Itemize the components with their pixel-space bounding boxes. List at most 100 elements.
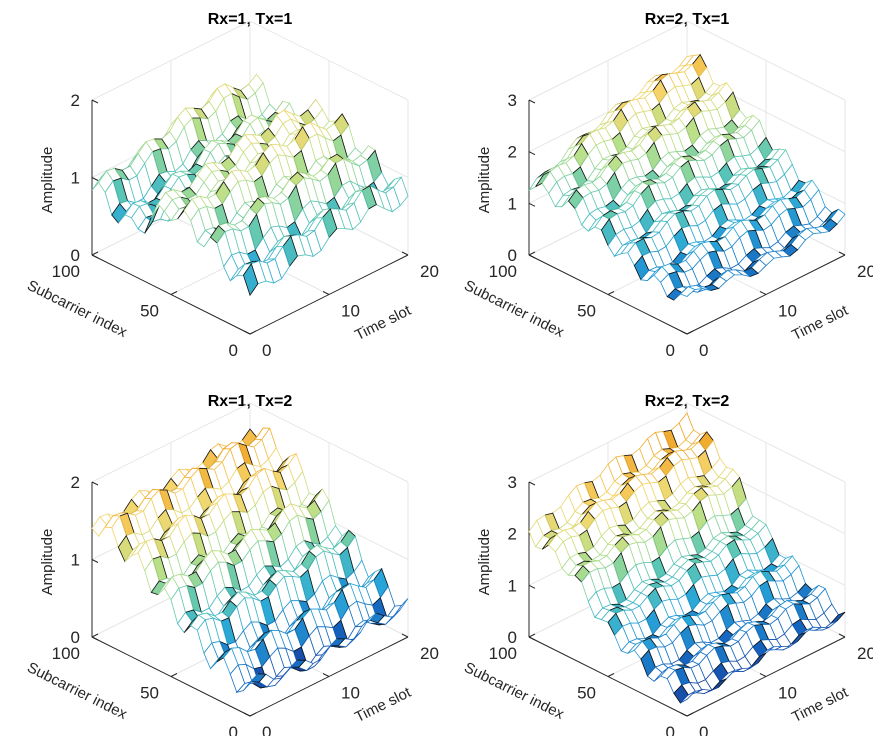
x-axis-label: Subcarrier index (461, 277, 567, 341)
y-tick (680, 330, 688, 335)
y-tick (243, 712, 251, 717)
z-tick (528, 151, 536, 156)
x-tick-label: 50 (140, 302, 159, 321)
z-axis-label: Amplitude (39, 147, 56, 214)
y-tick (759, 291, 767, 295)
x-tick-label: 50 (140, 684, 159, 703)
z-tick-label: 1 (71, 551, 80, 570)
surface-cell (243, 673, 259, 691)
x-axis-label: Subcarrier index (24, 277, 130, 341)
subplot-4: Rx=2, Tx=2012305010001020AmplitudeSubcar… (461, 393, 873, 736)
y-tick-label: 10 (778, 684, 797, 703)
z-tick-label: 2 (71, 473, 80, 492)
z-tick (528, 99, 536, 104)
x-tick-label: 50 (577, 684, 596, 703)
x-tick (607, 291, 615, 295)
y-tick (759, 673, 767, 677)
z-tick-label: 2 (71, 91, 80, 110)
surface-cell (680, 691, 696, 704)
x-axis-label: Subcarrier index (461, 659, 567, 723)
y-tick (838, 251, 846, 256)
subplot-title: Rx=1, Tx=1 (208, 11, 293, 28)
z-tick-label: 1 (508, 576, 517, 595)
z-tick (528, 254, 536, 259)
y-tick (243, 330, 251, 335)
z-axis-label: Amplitude (476, 529, 493, 596)
x-axis-label: Subcarrier index (24, 659, 130, 723)
x-tick (249, 712, 257, 717)
x-tick-label: 0 (229, 341, 238, 360)
z-tick (91, 254, 99, 259)
z-axis-label: Amplitude (39, 529, 56, 596)
z-tick-label: 0 (71, 246, 80, 265)
y-tick-label: 10 (341, 684, 360, 703)
y-axis-label: Time slot (352, 684, 414, 726)
x-tick (528, 251, 536, 256)
z-tick-label: 1 (71, 169, 80, 188)
y-tick (401, 633, 409, 638)
z-tick (91, 559, 99, 563)
y-tick (680, 712, 688, 717)
z-tick (91, 636, 99, 641)
z-tick (528, 481, 536, 486)
x-tick (170, 673, 178, 677)
surface-mesh (91, 73, 409, 297)
z-tick (528, 636, 536, 641)
x-tick-label: 0 (666, 341, 675, 360)
y-tick (322, 291, 330, 295)
y-tick-label: 0 (699, 341, 708, 360)
x-tick-label: 50 (577, 302, 596, 321)
subplot-1: Rx=1, Tx=101205010001020AmplitudeSubcarr… (24, 11, 439, 360)
z-tick (91, 481, 99, 486)
x-tick (170, 291, 178, 295)
subplot-3: Rx=1, Tx=201205010001020AmplitudeSubcarr… (24, 393, 439, 736)
z-tick-label: 2 (508, 525, 517, 544)
y-tick-label: 0 (262, 341, 271, 360)
y-tick-label: 20 (857, 644, 873, 663)
x-tick-label: 100 (489, 644, 517, 663)
z-tick (528, 584, 536, 589)
x-tick (607, 673, 615, 677)
surface-cell (242, 262, 259, 297)
y-tick (401, 251, 409, 256)
x-tick (91, 633, 99, 638)
z-tick-label: 2 (508, 143, 517, 162)
y-axis-label: Time slot (352, 302, 414, 344)
y-tick-label: 0 (699, 723, 708, 736)
y-tick-label: 10 (341, 302, 360, 321)
subplot-title: Rx=1, Tx=2 (208, 393, 293, 410)
x-tick-label: 0 (666, 723, 675, 736)
z-tick-label: 0 (71, 628, 80, 647)
x-tick-label: 100 (52, 262, 80, 281)
z-tick-label: 3 (508, 91, 517, 110)
x-tick-label: 0 (229, 723, 238, 736)
subplot-title: Rx=2, Tx=2 (645, 393, 730, 410)
y-tick-label: 10 (778, 302, 797, 321)
x-tick (249, 330, 257, 335)
z-tick-label: 1 (508, 194, 517, 213)
z-tick (528, 202, 536, 207)
subplot-2: Rx=2, Tx=1012305010001020AmplitudeSubcar… (461, 11, 873, 360)
y-axis-label: Time slot (789, 684, 851, 726)
surface-mesh (528, 412, 846, 704)
x-tick (686, 712, 694, 717)
z-tick (91, 177, 99, 181)
x-tick (686, 330, 694, 335)
y-tick (322, 673, 330, 677)
surface-mesh (91, 427, 409, 694)
x-tick-label: 100 (52, 644, 80, 663)
z-tick (91, 99, 99, 104)
subplot-title: Rx=2, Tx=1 (645, 11, 730, 28)
y-tick-label: 20 (420, 262, 439, 281)
z-tick-label: 3 (508, 473, 517, 492)
y-tick-label: 20 (857, 262, 873, 281)
y-axis-label: Time slot (789, 302, 851, 344)
x-tick (528, 633, 536, 638)
x-tick-label: 100 (489, 262, 517, 281)
y-tick-label: 0 (262, 723, 271, 736)
z-axis-label: Amplitude (476, 147, 493, 214)
z-tick-label: 0 (508, 246, 517, 265)
y-tick-label: 20 (420, 644, 439, 663)
surface-mesh (528, 53, 846, 301)
